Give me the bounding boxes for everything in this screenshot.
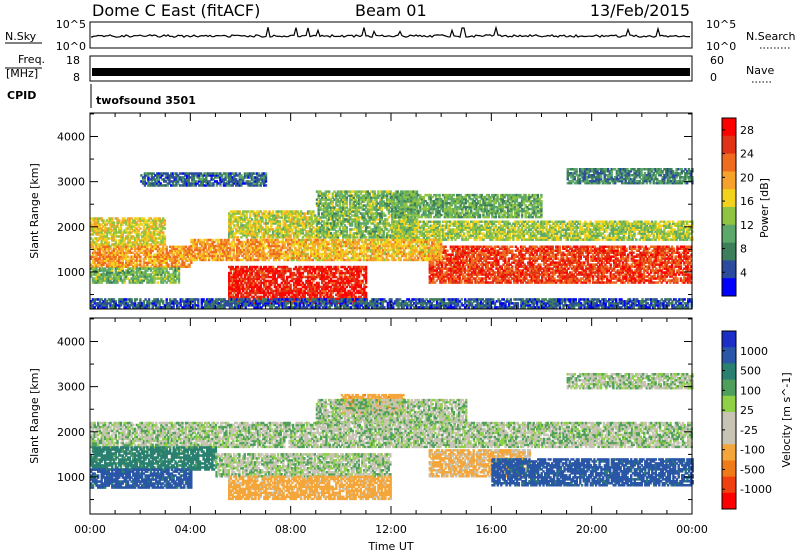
nsky-right-tick-low: 10^0 xyxy=(706,40,736,53)
freq-left-tick-high: 18 xyxy=(66,54,80,67)
nsky-right-tick-high: 10^5 xyxy=(706,18,736,31)
nsky-left-tick-high: 10^5 xyxy=(56,18,86,31)
fitacf-summary-plot: Dome C East (fitACF) Beam 01 13/Feb/2015… xyxy=(0,0,800,554)
heatmap-cell xyxy=(164,235,166,238)
heatmap-cell xyxy=(139,227,141,230)
heatmap-cell xyxy=(166,246,168,249)
freq-label: Freq. xyxy=(18,53,45,66)
date-label: 13/Feb/2015 xyxy=(590,1,690,20)
nsky-trace xyxy=(92,27,690,37)
heatmap-cell xyxy=(108,241,110,244)
beam-label: Beam 01 xyxy=(355,1,427,20)
power-heatmap xyxy=(90,168,694,309)
nave-right-tick-low: 0 xyxy=(710,71,717,84)
nave-right-tick-high: 60 xyxy=(710,54,724,67)
heatmap-cell xyxy=(162,231,164,234)
cpid-program: twofsound 3501 xyxy=(96,94,196,107)
cpid-label: CPID xyxy=(7,89,36,102)
heatmap-cell xyxy=(111,217,113,220)
heatmap-cell xyxy=(115,239,117,242)
radar-title: Dome C East (fitACF) xyxy=(92,1,260,20)
nave-label: Nave xyxy=(746,64,774,77)
nsky-label: N.Sky xyxy=(5,30,37,43)
freq-left-tick-low: 8 xyxy=(73,71,80,84)
freq-unit-label: [MHz] xyxy=(6,67,38,80)
heatmap-cell xyxy=(164,219,166,222)
heatmap-cell xyxy=(146,246,148,249)
heatmap-cell xyxy=(139,256,141,259)
nsky-left-tick-low: 10^0 xyxy=(56,40,86,53)
nsearch-label: N.Search xyxy=(746,30,796,43)
freq-trace xyxy=(92,68,690,76)
heatmap-cell xyxy=(113,221,115,224)
heatmap-cell xyxy=(164,227,166,230)
